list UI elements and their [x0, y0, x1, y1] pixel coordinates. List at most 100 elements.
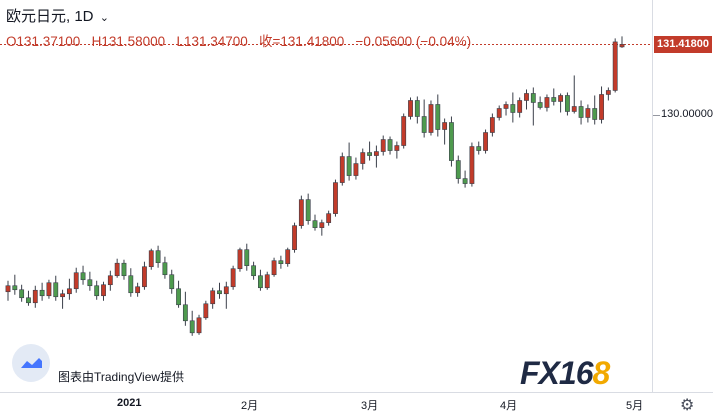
candle-body [278, 260, 284, 265]
candle-body [101, 284, 106, 297]
candle-body [353, 163, 359, 176]
candle-body [476, 146, 482, 151]
candle-body [155, 250, 161, 264]
watermark-text: FX16 [520, 355, 593, 391]
candle-body [121, 262, 127, 277]
candle-body [380, 139, 386, 152]
candle-body [12, 285, 18, 291]
candle-body [230, 268, 236, 288]
candle-body [80, 272, 86, 281]
chart-title-text: 欧元日元, 1D [6, 8, 94, 25]
candle-body [196, 317, 202, 334]
candle-body [360, 152, 366, 164]
candle-body [442, 122, 448, 130]
candle-body [517, 100, 523, 113]
candle-body [217, 290, 222, 295]
candle-body [298, 199, 304, 226]
candle-body [189, 320, 195, 334]
candle-body [483, 132, 488, 151]
tradingview-logo-icon[interactable] [12, 344, 50, 382]
candle-body [312, 220, 318, 228]
time-axis-label: 5月 [626, 400, 644, 412]
candle-body [449, 122, 454, 161]
time-axis-label: 3月 [361, 400, 379, 412]
price-axis[interactable]: 130.00000 [652, 0, 713, 392]
ohlc-open: O131.37100 [6, 34, 81, 49]
ohlc-low: L131.34700 [176, 34, 248, 49]
candle-body [114, 262, 120, 277]
candle-body [128, 275, 134, 294]
price-axis-tick-label: 130.00000 [661, 108, 713, 120]
chevron-down-icon[interactable]: ⌄ [99, 12, 109, 24]
candle-body [292, 225, 297, 250]
candle-body [558, 95, 564, 102]
candle-body [489, 117, 495, 133]
candle-body [258, 275, 263, 289]
candle-body [251, 265, 257, 277]
candle-body [237, 249, 243, 270]
fx168-watermark-logo: FX168 [520, 355, 610, 392]
candle-body [537, 102, 543, 108]
candle-body [367, 152, 372, 156]
candle-body [401, 116, 407, 146]
candle-body [244, 249, 250, 267]
candle-body [46, 282, 52, 297]
candle-body [148, 250, 154, 268]
candle-body [435, 104, 441, 130]
gear-icon[interactable]: ⚙ [680, 397, 695, 414]
candle-body [373, 151, 379, 156]
candle-body [176, 288, 181, 306]
candle-body [599, 94, 604, 120]
candle-body [19, 289, 25, 299]
candle-body [455, 160, 461, 179]
candle-body [469, 146, 475, 184]
candle-body [326, 213, 332, 223]
candle-body [53, 282, 59, 298]
candle-body [571, 106, 577, 112]
candle-body [503, 104, 509, 109]
candle-body [612, 41, 618, 91]
candle-body [5, 285, 11, 293]
watermark-accent: 8 [592, 355, 610, 391]
candle-body [305, 199, 311, 221]
last-price-badge: 131.41800 [654, 36, 712, 53]
candle-body [592, 108, 598, 120]
candle-body [408, 100, 413, 117]
candle-body [271, 260, 277, 276]
candle-body [530, 93, 536, 103]
tradingview-credit[interactable]: 图表由TradingView提供 [58, 370, 185, 384]
candles-group [5, 36, 625, 336]
candle-body [394, 145, 400, 151]
candle-body [223, 286, 229, 295]
candle-body [203, 303, 209, 319]
candle-body [544, 97, 550, 108]
time-axis-label: 2021 [117, 397, 142, 409]
candle-body [264, 274, 270, 289]
candle-body [414, 100, 420, 117]
chart-title[interactable]: 欧元日元, 1D ⌄ [6, 5, 109, 26]
candle-body [32, 289, 38, 304]
time-axis-label: 2月 [241, 400, 259, 412]
candle-body [510, 104, 516, 113]
candle-body [142, 266, 147, 288]
candle-body [346, 156, 352, 176]
candle-body [169, 274, 175, 290]
candle-body [319, 222, 325, 228]
candle-body [60, 293, 65, 298]
candle-body [551, 97, 557, 102]
ohlc-high: H131.58000 [91, 34, 166, 49]
candle-body [585, 108, 591, 118]
candle-body [285, 249, 291, 265]
candle-body [496, 108, 502, 118]
candle-body [387, 139, 393, 151]
candle-body [94, 285, 100, 297]
candle-body [605, 90, 611, 95]
candle-body [565, 95, 570, 112]
ohlc-readout: O131.37100 H131.58000 L131.34700 收=131.4… [6, 30, 471, 50]
candle-body [333, 182, 338, 214]
time-axis[interactable]: 2021 2月 3月 4月 5月 [0, 392, 713, 415]
candle-body [39, 289, 45, 297]
candle-body [462, 178, 468, 184]
